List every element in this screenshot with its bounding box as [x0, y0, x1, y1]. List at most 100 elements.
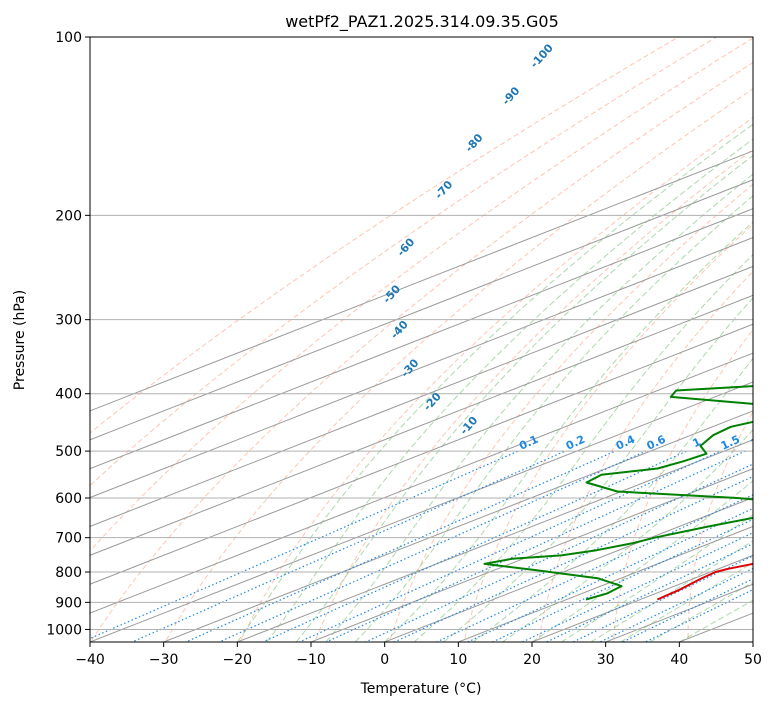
dry-adiabat-label: -60 [394, 235, 417, 259]
y-tick-label: 300 [55, 313, 82, 329]
moist-adiabat [295, 154, 753, 642]
y-tick-label: 400 [55, 387, 82, 403]
dry-adiabat [90, 37, 753, 552]
dry-adiabat-label: -50 [380, 282, 403, 306]
moist-adiabat [354, 195, 753, 642]
isotherm-line [309, 468, 753, 642]
mixing-ratio-label: 1.5 [719, 433, 742, 453]
moist-adiabat [649, 581, 753, 642]
mixing-ratio-line [435, 494, 753, 642]
isotherm-line [90, 265, 753, 527]
dry-adiabat [388, 183, 753, 642]
x-axis-label: Temperature (°C) [360, 681, 482, 697]
isotherm-line [90, 352, 753, 614]
x-tick-label: −30 [149, 652, 179, 668]
moist-adiabat [384, 221, 753, 642]
mixing-ratio-line [491, 518, 753, 642]
x-tick-label: 20 [523, 652, 541, 668]
y-tick-label: 700 [55, 531, 82, 547]
isotherm-line [90, 323, 753, 585]
mixing-ratio-line [520, 532, 753, 642]
grid-lines [90, 36, 753, 630]
y-tick-label: 100 [55, 30, 82, 46]
moist-adiabat [561, 514, 753, 642]
dry-adiabat [90, 37, 718, 487]
moist-adiabat [590, 540, 753, 642]
plot-frame [89, 36, 754, 643]
moist-adiabat [679, 599, 753, 642]
x-tick-label: −20 [223, 652, 253, 668]
moist-adiabat [266, 138, 753, 642]
chart-title: wetPf2_PAZ1.2025.314.09.35.G05 [285, 12, 559, 32]
y-tick-label: 500 [55, 444, 82, 460]
mixing-ratio-line [297, 450, 721, 642]
dry-adiabat [90, 37, 680, 434]
x-axis: −40 −30 −20 −10 0 10 20 30 40 50 [75, 642, 762, 668]
temperature-line [656, 562, 753, 601]
mixing-ratio-line [364, 463, 753, 642]
series-lines [483, 385, 753, 601]
y-tick-label: 600 [55, 491, 82, 507]
isotherm-line [751, 641, 753, 642]
dry-adiabat-label: -70 [432, 178, 455, 202]
dry-adiabat-label: -90 [500, 84, 523, 108]
background-lines [90, 24, 775, 654]
y-tick-label: 900 [55, 595, 82, 611]
dry-adiabat-label: -30 [398, 356, 421, 380]
mixing-ratio-line [598, 567, 753, 642]
isotherm-line [604, 583, 753, 642]
moist-adiabat [531, 480, 753, 642]
moist-adiabat [472, 357, 753, 642]
y-tick-label: 800 [55, 565, 82, 581]
moist-adiabat [443, 297, 753, 642]
isotherm-line [90, 208, 753, 470]
dry-adiabat [687, 410, 753, 642]
dry-adiabat [538, 270, 753, 642]
dry-adiabat-label: -80 [463, 131, 486, 155]
dry-adiabat [90, 61, 753, 642]
x-tick-label: 0 [380, 652, 389, 668]
mixing-ratio-label: 0.6 [645, 433, 668, 453]
moist-adiabat [236, 123, 753, 642]
mixing-ratio-label: 0.2 [564, 433, 587, 453]
dry-adiabat [314, 148, 753, 642]
isotherm-line [456, 525, 753, 642]
x-tick-label: −10 [296, 652, 326, 668]
isotherm-line [235, 439, 753, 642]
y-axis: 1000 900 800 700 600 500 400 300 200 100 [46, 30, 90, 638]
moist-adiabat [325, 173, 753, 642]
dry-adiabat [164, 88, 753, 642]
isotherm-line [383, 497, 753, 642]
y-tick-label: 200 [55, 208, 82, 224]
mixing-ratio-line [261, 450, 687, 642]
x-tick-label: 40 [670, 652, 688, 668]
isotherm-line [90, 381, 753, 642]
mixing-ratio-label: 2 [749, 435, 761, 450]
isotherm-line [90, 150, 753, 412]
mixing-ratio-line [217, 450, 647, 642]
isotherm-line [162, 410, 753, 642]
x-tick-label: −40 [75, 652, 105, 668]
mixing-ratio-line [644, 588, 753, 642]
dry-adiabat-label: -100 [528, 41, 556, 70]
isotherm-line [90, 179, 753, 441]
x-tick-label: 10 [449, 652, 467, 668]
moist-adiabat [620, 562, 753, 642]
y-tick-label: 1000 [46, 622, 82, 638]
isotherm-line [90, 237, 753, 499]
dry-adiabat [613, 329, 753, 642]
dewpoint-line [483, 385, 753, 601]
mixing-ratio-line [545, 543, 753, 642]
mixing-ratio-line [184, 450, 616, 642]
mixing-ratio-label: 0.1 [517, 433, 540, 453]
y-axis-label: Pressure (hPa) [12, 290, 28, 390]
mixing-ratio-line [90, 450, 519, 640]
dry-adiabat-label: -10 [457, 414, 480, 438]
x-tick-label: 30 [597, 652, 615, 668]
mixing-ratio-line [392, 475, 753, 642]
dry-adiabat [761, 24, 775, 654]
x-tick-label: 50 [744, 652, 762, 668]
mixing-ratio-line [324, 450, 746, 642]
isotherm-line [90, 294, 753, 556]
